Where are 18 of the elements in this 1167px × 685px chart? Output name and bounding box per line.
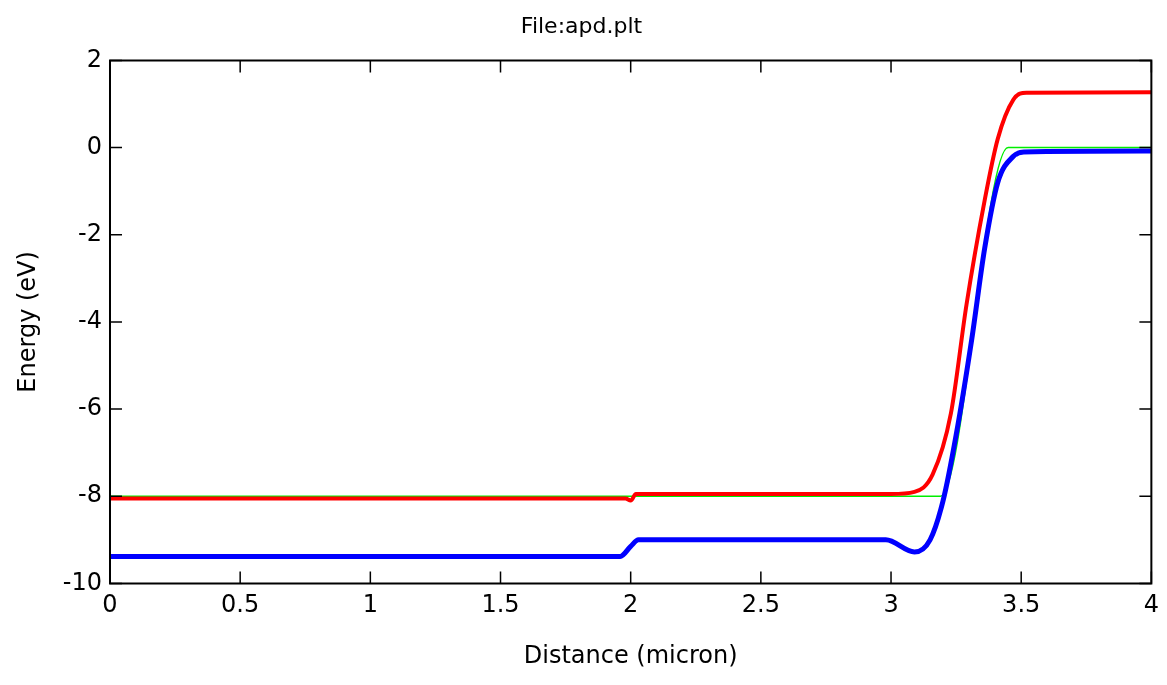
x-tick-label: 2.5 [741,590,780,619]
x-tick-label: 2 [623,590,639,619]
chart-title: File:apd.plt [520,12,643,38]
x-tick-label: 3 [883,590,899,619]
y-tick-label: -4 [78,306,102,335]
x-axis-title: Distance (micron) [523,640,738,669]
x-tick-label: 4 [1143,590,1160,619]
y-axis-title: Energy (eV) [12,251,41,393]
x-tick-label: 0.5 [221,590,260,619]
y-tick-label: -2 [78,218,102,247]
y-tick-label: 0 [86,131,102,160]
x-tick-label: 1 [362,590,378,619]
x-tick-label: 3.5 [1002,590,1041,619]
y-tick-label: -8 [78,480,102,509]
y-tick-label: 2 [86,44,102,73]
y-tick-label: -10 [62,567,102,596]
x-tick-label: 1.5 [481,590,520,619]
y-tick-label: -6 [78,393,102,422]
